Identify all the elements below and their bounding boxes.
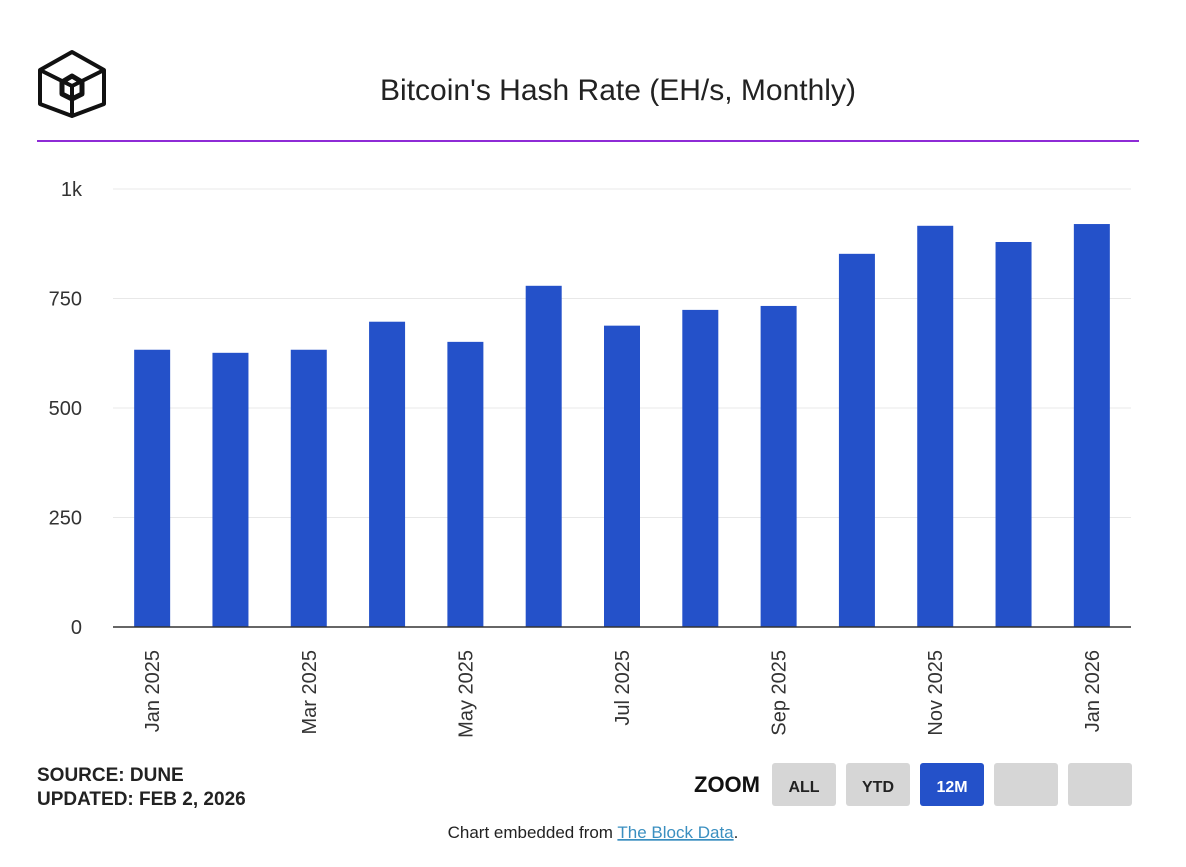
x-tick-label: Mar 2025 [299, 650, 321, 735]
footer: Chart embedded from The Block Data. [448, 823, 739, 842]
y-tick-label: 1k [61, 179, 83, 201]
x-tick-label: Sep 2025 [769, 650, 791, 736]
bar [212, 352, 249, 627]
zoom-button[interactable] [1068, 763, 1132, 806]
y-tick-label: 0 [71, 617, 82, 639]
zoom-button[interactable] [772, 763, 836, 806]
bar [604, 325, 640, 627]
bar [134, 349, 171, 627]
chart-title: Bitcoin's Hash Rate (EH/s, Monthly) [380, 74, 856, 107]
footer-text: Chart embedded from [448, 823, 613, 842]
bar [369, 321, 406, 627]
bar [760, 305, 797, 627]
logo [38, 50, 106, 118]
zoom-label: ZOOM [694, 772, 760, 797]
zoom-button[interactable] [846, 763, 910, 806]
x-tick-label: Jan 2026 [1082, 650, 1104, 732]
zoom-button-label[interactable]: 12M [936, 779, 967, 796]
bar [838, 253, 875, 627]
zoom-button[interactable] [920, 763, 984, 806]
bar [682, 309, 719, 627]
x-tick-label: Nov 2025 [925, 650, 947, 736]
bar [917, 225, 954, 628]
bar [995, 241, 1032, 628]
bar [525, 285, 562, 627]
zoom-button-label[interactable]: YTD [862, 779, 894, 796]
footer-link[interactable]: The Block Data [617, 823, 734, 842]
bar [1073, 224, 1110, 628]
zoom-button[interactable] [994, 763, 1058, 806]
updated: UPDATED: FEB 2, 2026 [37, 789, 246, 810]
y-tick-label: 500 [49, 398, 82, 420]
bar [290, 349, 327, 627]
footer-suffix: . [734, 823, 739, 842]
bar [447, 341, 484, 627]
x-tick-label: May 2025 [455, 650, 477, 738]
source: SOURCE: DUNE [37, 765, 184, 786]
y-tick-label: 750 [49, 289, 82, 311]
y-tick-label: 250 [49, 508, 82, 530]
zoom-button-label[interactable]: ALL [788, 779, 819, 796]
x-tick-label: Jan 2025 [142, 650, 164, 732]
x-tick-label: Jul 2025 [612, 650, 634, 726]
